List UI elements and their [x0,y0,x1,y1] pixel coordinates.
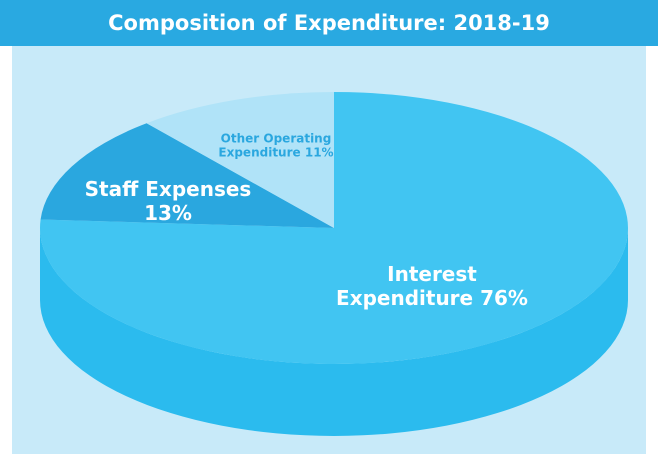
pie-side [40,228,628,436]
value-label: 11% [304,146,334,160]
value-label: 76% [480,286,528,310]
slice-label: Interest Expenditure 76% [317,262,547,310]
pie-slice [40,123,335,228]
value-label: 13% [144,201,192,225]
slice-label: Staff Expenses 13% [83,177,253,225]
chart-title: Composition of Expenditure: 2018-19 [0,0,658,46]
pie-slice [146,92,334,228]
category-name: Other Operating Expenditure [218,131,332,160]
category-name: Interest Expenditure [336,262,477,310]
category-name: Staff Expenses [84,177,252,201]
slice-label: Other Operating Expenditure 11% [211,132,341,161]
